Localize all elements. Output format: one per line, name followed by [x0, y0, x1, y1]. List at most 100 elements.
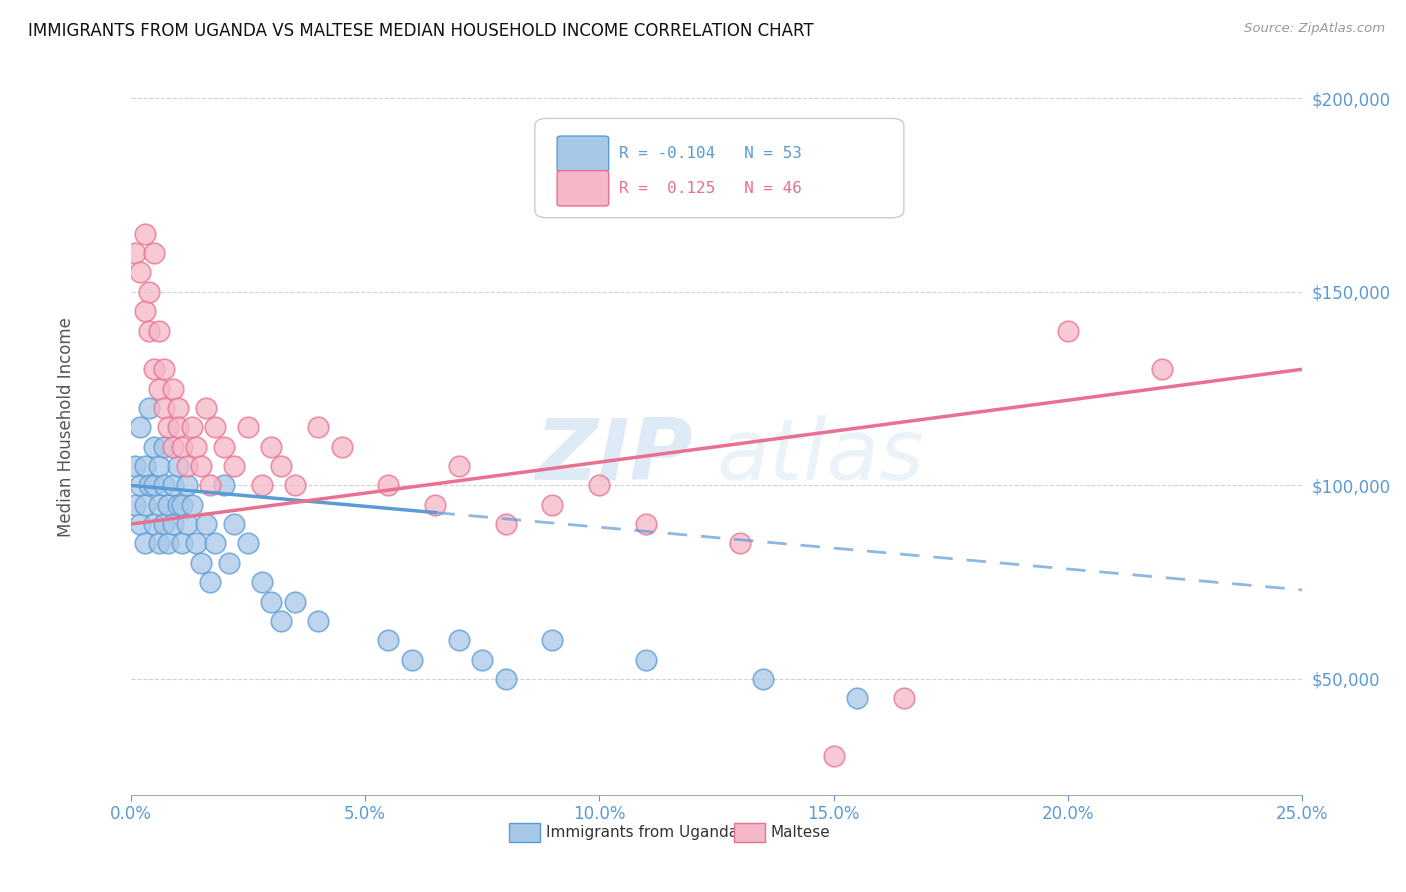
Y-axis label: Median Household Income: Median Household Income — [58, 318, 75, 537]
Point — [204, 420, 226, 434]
Point — [190, 556, 212, 570]
Point — [260, 594, 283, 608]
Point — [214, 440, 236, 454]
Point — [162, 517, 184, 532]
Point — [728, 536, 751, 550]
Point — [157, 420, 180, 434]
Point — [222, 458, 245, 473]
Point — [134, 458, 156, 473]
Point — [138, 285, 160, 299]
Point — [157, 536, 180, 550]
Point — [236, 536, 259, 550]
Point — [250, 575, 273, 590]
Point — [148, 498, 170, 512]
Point — [636, 517, 658, 532]
Point — [204, 536, 226, 550]
Text: atlas: atlas — [717, 416, 924, 499]
Point — [152, 362, 174, 376]
Point — [194, 517, 217, 532]
Point — [495, 517, 517, 532]
Point — [134, 304, 156, 318]
Point — [284, 594, 307, 608]
Text: R = -0.104   N = 53: R = -0.104 N = 53 — [619, 146, 801, 161]
Point — [143, 517, 166, 532]
Point — [846, 691, 869, 706]
Point — [200, 478, 222, 492]
Point — [401, 652, 423, 666]
Point — [129, 420, 152, 434]
Point — [124, 498, 146, 512]
Point — [129, 478, 152, 492]
Point — [162, 478, 184, 492]
FancyBboxPatch shape — [557, 136, 609, 171]
Point — [162, 440, 184, 454]
Point — [200, 575, 222, 590]
Point — [377, 478, 399, 492]
Point — [152, 517, 174, 532]
Text: IMMIGRANTS FROM UGANDA VS MALTESE MEDIAN HOUSEHOLD INCOME CORRELATION CHART: IMMIGRANTS FROM UGANDA VS MALTESE MEDIAN… — [28, 22, 814, 40]
Point — [218, 556, 240, 570]
Point — [270, 458, 292, 473]
Point — [186, 536, 208, 550]
Point — [134, 227, 156, 241]
Point — [260, 440, 283, 454]
Point — [471, 652, 494, 666]
Point — [138, 324, 160, 338]
Point — [152, 440, 174, 454]
FancyBboxPatch shape — [534, 119, 904, 218]
Text: Source: ZipAtlas.com: Source: ZipAtlas.com — [1244, 22, 1385, 36]
Point — [176, 478, 198, 492]
Point — [129, 265, 152, 279]
Point — [143, 440, 166, 454]
Text: R =  0.125   N = 46: R = 0.125 N = 46 — [619, 181, 801, 196]
Point — [1150, 362, 1173, 376]
Point — [284, 478, 307, 492]
Point — [134, 536, 156, 550]
Point — [250, 478, 273, 492]
Point — [148, 536, 170, 550]
Point — [823, 749, 845, 764]
Point — [541, 633, 564, 648]
Point — [447, 458, 470, 473]
Text: ZIP: ZIP — [536, 416, 693, 499]
Point — [134, 498, 156, 512]
Point — [270, 614, 292, 628]
Point — [222, 517, 245, 532]
Text: Immigrants from Uganda: Immigrants from Uganda — [546, 825, 738, 840]
Text: Maltese: Maltese — [770, 825, 830, 840]
Point — [541, 498, 564, 512]
Point — [124, 246, 146, 260]
FancyBboxPatch shape — [557, 170, 609, 206]
Point — [148, 458, 170, 473]
Point — [307, 614, 329, 628]
Point — [138, 478, 160, 492]
Point — [186, 440, 208, 454]
Point — [194, 401, 217, 415]
Point — [172, 498, 194, 512]
Point — [166, 458, 188, 473]
Point — [214, 478, 236, 492]
Point — [447, 633, 470, 648]
Point — [176, 458, 198, 473]
Point — [425, 498, 447, 512]
Point — [129, 517, 152, 532]
Point — [180, 498, 202, 512]
Point — [893, 691, 915, 706]
Point — [180, 420, 202, 434]
Point — [1057, 324, 1080, 338]
Point — [166, 420, 188, 434]
Point — [152, 401, 174, 415]
Point — [172, 440, 194, 454]
Point — [148, 324, 170, 338]
Point — [143, 478, 166, 492]
Point — [307, 420, 329, 434]
Point — [143, 362, 166, 376]
Point — [752, 672, 775, 686]
Point — [143, 246, 166, 260]
Point — [176, 517, 198, 532]
Point — [166, 498, 188, 512]
Point — [124, 458, 146, 473]
Point — [588, 478, 610, 492]
Point — [166, 401, 188, 415]
Point — [148, 382, 170, 396]
